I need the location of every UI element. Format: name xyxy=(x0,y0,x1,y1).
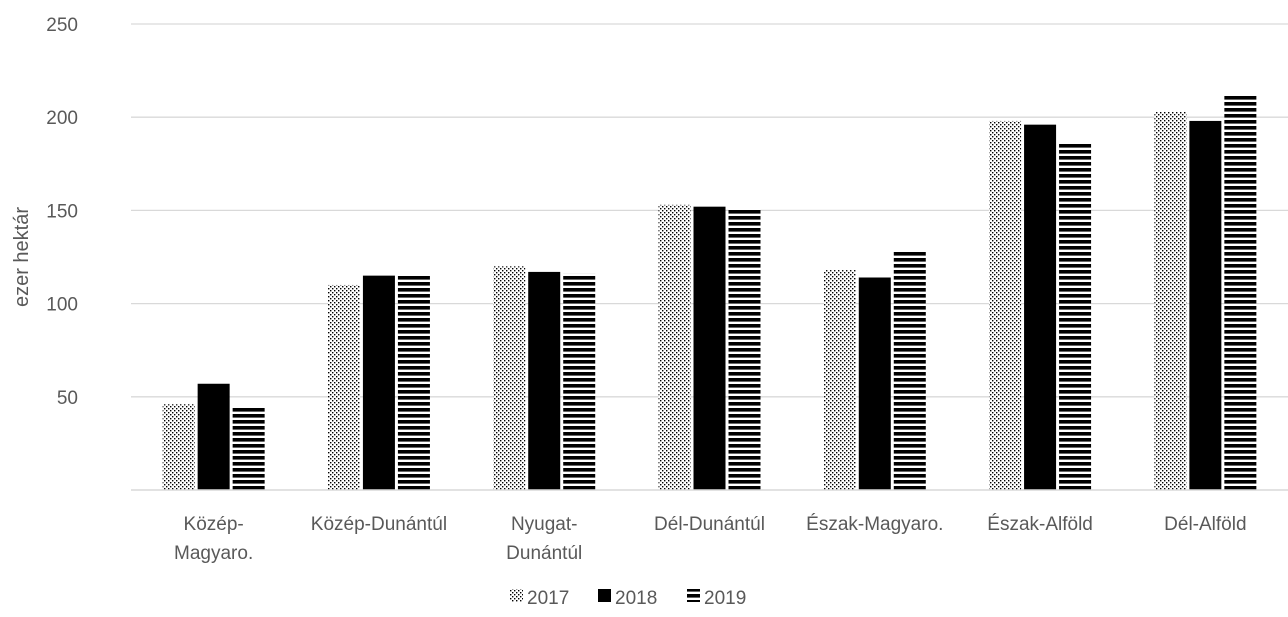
bars xyxy=(162,94,1257,491)
legend-label-2019: 2019 xyxy=(704,588,746,609)
bar-2018 xyxy=(858,277,891,490)
y-tick-label: 150 xyxy=(46,201,78,222)
bar-2017 xyxy=(162,404,195,490)
bar-2017 xyxy=(327,284,360,490)
bar-2018 xyxy=(528,271,561,490)
bar-2018 xyxy=(362,275,395,490)
bar-2019 xyxy=(1059,143,1092,490)
y-tick-label: 50 xyxy=(57,388,78,409)
bar-2017 xyxy=(823,270,856,490)
x-tick-label: Közép-Dunántúl xyxy=(311,514,447,535)
bar-2018 xyxy=(1189,120,1222,490)
x-tick-label: Észak-Alföld xyxy=(987,514,1093,535)
bar-2019 xyxy=(893,251,926,490)
y-tick-label: 200 xyxy=(46,108,78,129)
x-tick-label: Dunántúl xyxy=(506,543,582,564)
bar-2018 xyxy=(197,383,230,490)
bar-2019 xyxy=(563,273,596,490)
legend-swatch-2019 xyxy=(687,589,700,602)
x-tick-label: Nyugat- xyxy=(511,514,578,535)
y-tick-label: 250 xyxy=(46,15,78,36)
legend-label-2017: 2017 xyxy=(527,588,569,609)
bar-2017 xyxy=(1154,111,1187,490)
x-tick-label: Magyaro. xyxy=(174,543,253,564)
bar-2017 xyxy=(658,204,691,491)
legend-swatch-2017 xyxy=(510,589,523,602)
axes: 50 100 150 200 250 ezer hektár Közép- Magyaro. K… xyxy=(11,15,1288,564)
bar-2018 xyxy=(1024,124,1057,490)
y-axis-label: ezer hektár xyxy=(11,207,33,307)
bar-2019 xyxy=(397,275,430,490)
x-tick-label: Közép- xyxy=(184,514,244,535)
y-tick-label: 100 xyxy=(46,295,78,316)
legend-label-2018: 2018 xyxy=(615,588,657,609)
x-tick-label: Dél-Dunántúl xyxy=(654,514,765,535)
x-tick-label: Észak-Magyaro. xyxy=(806,514,943,535)
bar-2018 xyxy=(693,206,726,490)
bar-2019 xyxy=(232,406,265,490)
bar-2019 xyxy=(728,208,761,490)
legend: 2017 2018 2019 xyxy=(510,588,746,609)
bar-2017 xyxy=(493,266,526,490)
bar-2017 xyxy=(989,120,1022,490)
bar-2019 xyxy=(1224,94,1257,490)
x-tick-label: Dél-Alföld xyxy=(1164,514,1246,535)
legend-swatch-2018 xyxy=(598,589,611,602)
